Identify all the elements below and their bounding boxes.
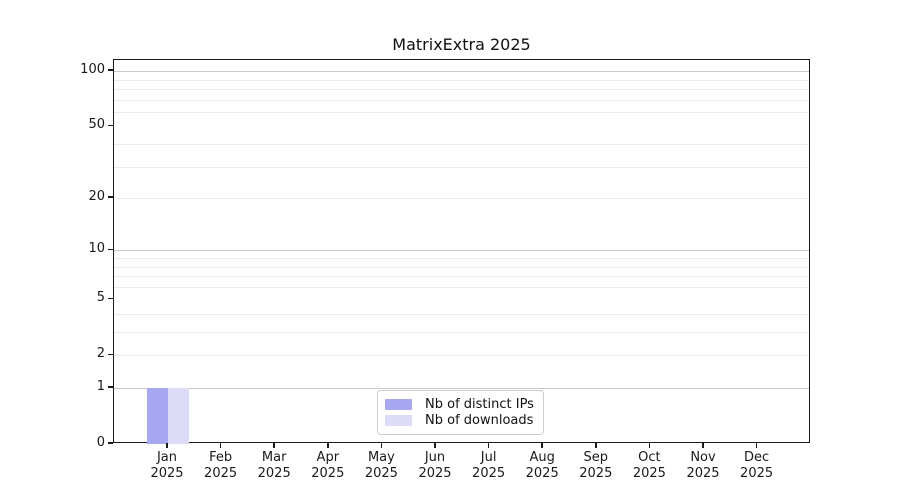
x-tick-mark [166,443,168,448]
legend-swatch-downloads-icon [385,415,412,427]
plot-area [113,59,810,444]
x-tick-month: Oct [638,450,661,465]
x-tick-month: Jan [156,450,178,465]
y-tick-mark [108,124,113,127]
y-tick-label: 0 [96,435,105,450]
gridline-minor [114,355,809,357]
x-tick-label: Sep 2025 [564,450,628,482]
x-tick-label: Nov 2025 [671,450,735,482]
y-tick-label: 10 [88,241,105,257]
x-tick-label: Feb 2025 [189,450,253,482]
x-tick-mark [327,443,329,448]
x-tick-month: Jun [424,450,446,465]
x-tick-month: Feb [209,450,233,465]
x-tick-mark [434,443,436,448]
x-tick-year: 2025 [257,466,291,481]
legend: Nb of distinct IPs Nb of downloads [377,390,544,435]
x-tick-month: Nov [690,450,716,465]
y-tick-label: 2 [96,346,105,362]
x-tick-mark [487,443,490,448]
gridline-minor [114,79,809,81]
gridline-minor [114,111,809,113]
y-tick-label: 5 [96,290,105,306]
x-tick-year: 2025 [364,466,398,481]
y-tick-mark [108,442,113,444]
y-tick-label: 100 [80,62,105,78]
legend-item-distinct-ips: Nb of distinct IPs [385,396,536,413]
gridline-minor [114,198,809,200]
x-tick-mark [219,443,222,448]
x-tick-label: Apr 2025 [296,450,360,482]
gridline-minor [114,286,809,288]
x-tick-month: Aug [529,450,555,465]
x-tick-mark [380,443,383,448]
x-tick-mark [755,443,758,448]
bar-distinct-ips [147,388,168,444]
gridline-major [114,388,809,389]
x-tick-year: 2025 [204,466,238,481]
x-tick-label: Dec 2025 [725,450,789,482]
y-tick-mark [108,69,113,71]
x-tick-mark [541,443,543,448]
gridline-minor [114,313,809,315]
x-tick-mark [273,443,275,448]
x-tick-month: Apr [316,450,340,465]
gridline-minor [114,332,809,333]
x-tick-year: 2025 [632,466,666,481]
y-tick-mark [108,248,113,251]
y-tick-mark [108,297,113,299]
x-tick-label: Mar 2025 [242,450,306,482]
x-tick-mark [595,443,597,448]
gridline-major [114,250,809,252]
legend-label-downloads: Nb of downloads [425,413,534,429]
x-tick-label: Oct 2025 [617,450,681,482]
gridline-minor [114,257,809,259]
x-tick-label: Jul 2025 [457,450,521,482]
x-tick-month: Jul [480,450,497,465]
gridline-minor [114,144,809,145]
bar-downloads [168,388,189,444]
gridline-minor [114,166,809,168]
y-tick-mark [108,353,113,355]
gridline-major [114,71,809,73]
gridline-minor [114,99,809,101]
x-tick-label: Aug 2025 [510,450,574,482]
x-tick-year: 2025 [740,466,774,481]
x-tick-year: 2025 [472,466,506,481]
x-tick-label: May 2025 [349,450,413,482]
x-tick-year: 2025 [579,466,613,481]
x-tick-month: May [367,450,395,465]
gridline-minor [114,276,809,278]
gridline-minor [114,89,809,90]
y-tick-label: 20 [88,189,105,205]
chart-title: MatrixExtra 2025 [392,35,531,54]
legend-swatch-distinct-ips-icon [385,398,412,410]
x-tick-year: 2025 [525,466,559,481]
x-tick-year: 2025 [311,466,345,481]
y-tick-label: 50 [88,117,105,133]
gridline-minor [114,266,809,268]
y-tick-mark [108,196,113,198]
x-tick-mark [648,443,651,448]
x-tick-year: 2025 [418,466,452,481]
legend-label-distinct-ips: Nb of distinct IPs [425,396,534,412]
x-tick-mark [702,443,704,448]
x-tick-year: 2025 [686,466,720,481]
x-tick-label: Jun 2025 [403,450,467,482]
y-tick-label: 1 [96,379,105,394]
y-tick-mark [108,386,113,388]
x-tick-month: Sep [583,450,609,465]
x-tick-month: Mar [261,450,287,465]
legend-item-downloads: Nb of downloads [385,413,536,430]
x-tick-month: Dec [744,450,770,465]
x-tick-label: Jan 2025 [135,450,199,482]
x-tick-year: 2025 [150,466,184,481]
